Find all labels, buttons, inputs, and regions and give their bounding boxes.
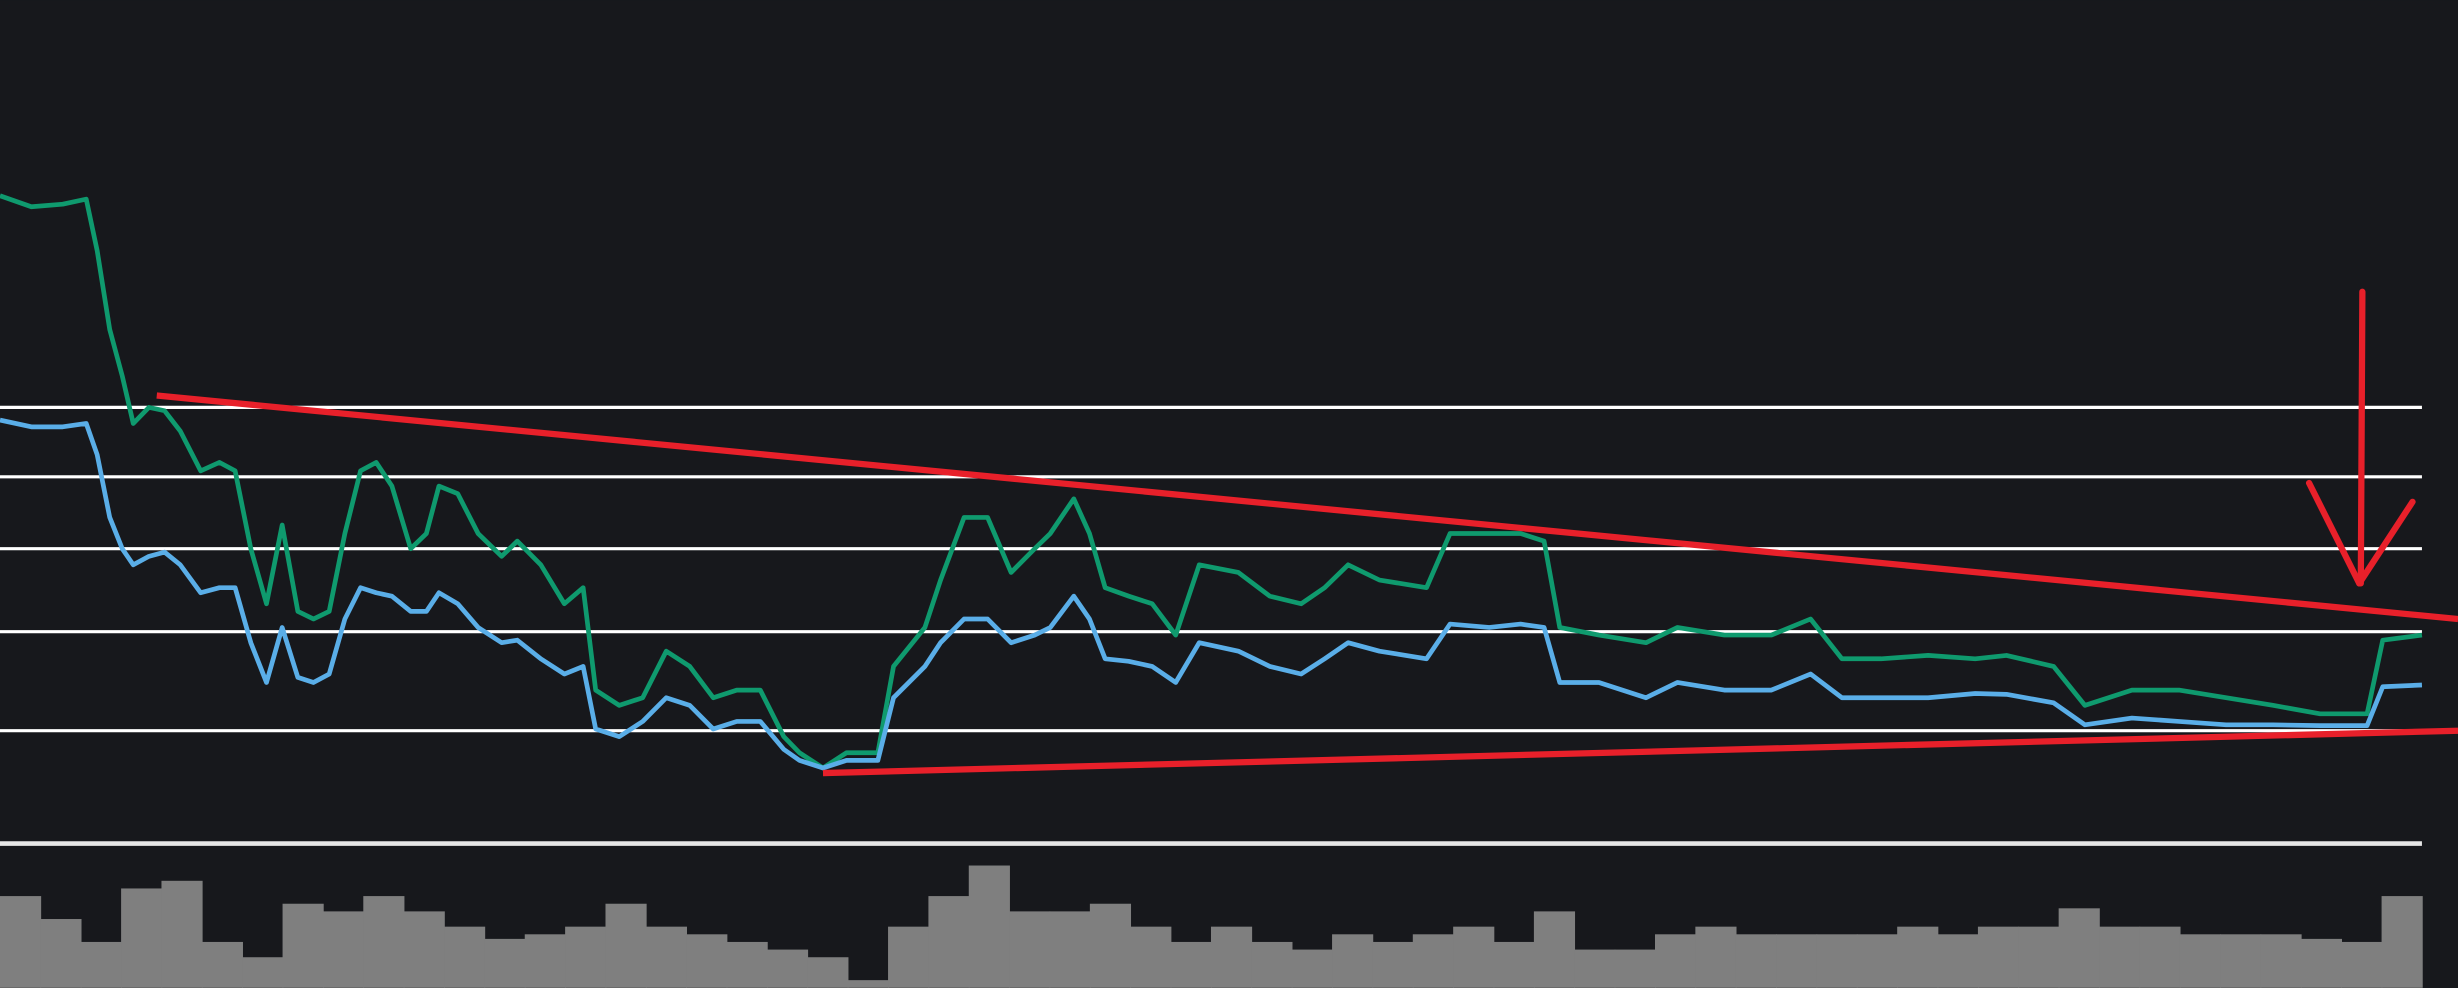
volume-bar bbox=[1291, 949, 1333, 988]
volume-bar bbox=[1735, 934, 1777, 988]
volume-bar bbox=[2220, 934, 2262, 988]
volume-bar bbox=[605, 903, 647, 988]
arrow bbox=[2305, 288, 2416, 587]
volume-bar bbox=[1695, 926, 1737, 988]
trendline bbox=[156, 392, 2458, 623]
volume-bar bbox=[161, 880, 203, 988]
volume-bar bbox=[1816, 934, 1858, 988]
volume-bar bbox=[1130, 926, 1172, 988]
trendlines bbox=[156, 392, 2458, 777]
volume-bar bbox=[686, 934, 728, 988]
volume-bar bbox=[40, 919, 82, 988]
volume-bar bbox=[807, 957, 849, 988]
volume-bar bbox=[121, 888, 163, 988]
price-line bbox=[0, 193, 2423, 771]
volume-bar bbox=[1977, 926, 2020, 988]
volume-bar bbox=[2260, 934, 2302, 988]
volume-bar bbox=[2179, 934, 2221, 988]
volume-bar bbox=[1372, 941, 1414, 988]
arrow-head bbox=[2356, 498, 2416, 587]
volume-bar bbox=[484, 938, 526, 988]
volume-bar bbox=[444, 926, 486, 988]
volume-bar bbox=[1937, 934, 1979, 988]
volume-bar bbox=[322, 911, 365, 988]
volume-bar bbox=[201, 941, 243, 988]
volume-bar bbox=[2018, 926, 2060, 988]
arrow-head bbox=[2305, 479, 2363, 587]
volume-bar bbox=[645, 926, 688, 988]
volume-bar bbox=[847, 980, 889, 988]
volume-bar bbox=[2099, 926, 2141, 988]
volume-bar bbox=[2300, 938, 2342, 988]
volume-bar bbox=[1897, 926, 1939, 988]
volume-bar bbox=[2058, 908, 2100, 988]
lines bbox=[0, 193, 2423, 771]
volume-bar bbox=[2381, 896, 2423, 988]
volume-bar bbox=[2139, 926, 2181, 988]
volume-bar bbox=[1533, 911, 1576, 988]
volume-bar bbox=[2341, 941, 2383, 988]
levels bbox=[0, 405, 2422, 733]
volume-bar bbox=[1170, 941, 1212, 988]
volume-bar bbox=[1776, 934, 1818, 988]
volume-bar bbox=[1049, 911, 1091, 988]
volume-bar bbox=[1856, 934, 1898, 988]
volume-bar bbox=[282, 903, 324, 988]
volume-bar bbox=[242, 957, 284, 988]
volume-bar bbox=[1493, 941, 1535, 988]
volume-bar bbox=[1251, 941, 1293, 988]
volume bbox=[0, 865, 2423, 988]
volume-bar bbox=[1210, 926, 1253, 988]
volume-bar bbox=[80, 941, 122, 988]
volume-bar bbox=[565, 926, 607, 988]
volume-bar bbox=[1654, 934, 1697, 988]
volume-bar bbox=[1412, 934, 1454, 988]
volume-bar bbox=[1089, 903, 1132, 988]
volume-bar bbox=[1009, 911, 1051, 988]
volume-bar bbox=[1453, 926, 1495, 988]
volume-bar bbox=[726, 941, 768, 988]
price-line bbox=[0, 417, 2423, 771]
volume-bar bbox=[766, 949, 809, 988]
volume-bar bbox=[1614, 949, 1656, 988]
volume-bar bbox=[403, 911, 445, 988]
volume-bar bbox=[968, 865, 1010, 988]
volume-bar bbox=[1574, 949, 1616, 988]
volume-bar bbox=[1332, 934, 1374, 988]
volume-bar bbox=[0, 896, 42, 988]
trendline bbox=[822, 727, 2458, 777]
volume-bar bbox=[928, 896, 970, 988]
arrow-shaft bbox=[2357, 288, 2366, 587]
volume-bar bbox=[524, 934, 566, 988]
volume-bar bbox=[888, 926, 930, 988]
volume-bar bbox=[363, 896, 405, 988]
